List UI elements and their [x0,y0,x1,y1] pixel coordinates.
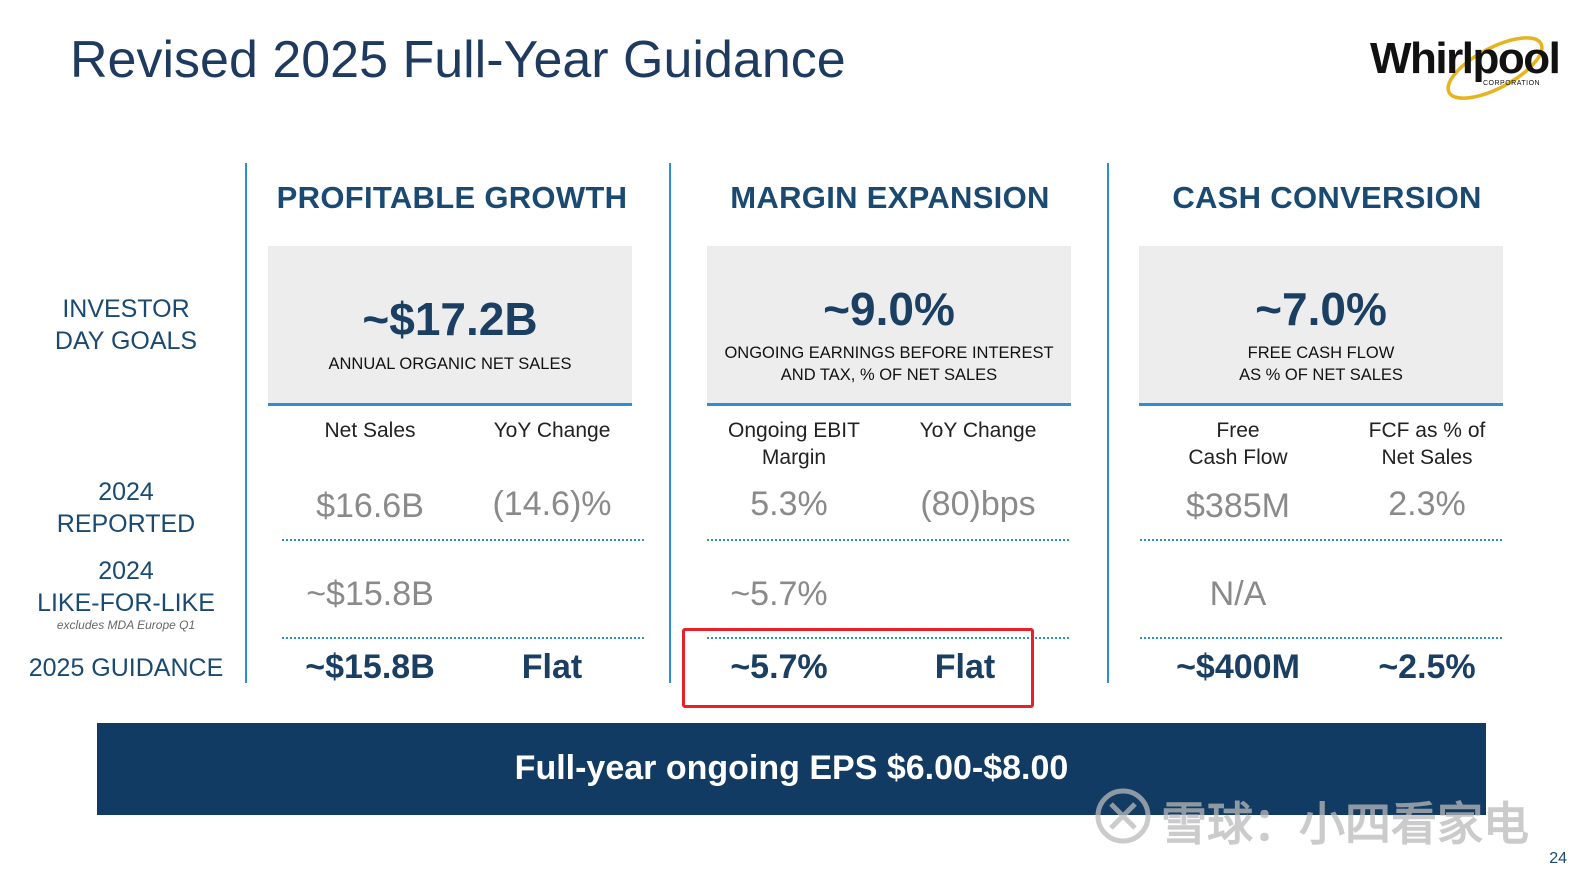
row-label-2024-like-for-like: 2024 LIKE-FOR-LIKE [37,557,215,617]
row-separator [282,539,644,541]
column-divider [669,163,671,683]
row-separator [282,637,644,639]
guidance-highlight-box [682,628,1034,708]
column-divider [1107,163,1109,683]
goal-description: ONGOING EARNINGS BEFORE INTEREST AND TAX… [724,344,1054,384]
net-sales-2024-like-for-like: ~$15.8B [306,575,434,613]
ebit-margin-2024-reported: 5.3% [750,485,828,523]
row-separator [707,637,1069,639]
column-subheading-yoy-change: YoY Change [919,419,1037,442]
row-separator [707,539,1069,541]
like-for-like-footnote: excludes MDA Europe Q1 [56,618,196,632]
eps-guidance-banner: Full-year ongoing EPS $6.00-$8.00 [97,723,1486,815]
logo-subtext: CORPORATION [1483,80,1541,87]
ebit-yoy-change-2024-reported: (80)bps [920,485,1036,523]
row-separator [1140,539,1502,541]
goal-value: ~7.0% [1255,283,1387,335]
column-heading-margin-expansion: MARGIN EXPANSION [730,180,1050,215]
goal-card-margin-expansion: ~9.0% ONGOING EARNINGS BEFORE INTEREST A… [707,246,1071,406]
column-heading-profitable-growth: PROFITABLE GROWTH [276,180,628,215]
watermark: 雪球：小四看家电 [1093,786,1533,850]
fcf-percent-2024-reported: 2.3% [1388,485,1466,523]
column-heading-cash-conversion: CASH CONVERSION [1172,180,1482,215]
watermark-text: 雪球：小四看家电 [1161,798,1529,850]
row-label-2025-guidance: 2025 GUIDANCE [28,654,224,682]
ebit-margin-2025-guidance: ~5.7% [730,648,828,686]
yoy-change-2024-reported: (14.6)% [492,485,612,523]
net-sales-2024-reported: $16.6B [316,487,424,525]
column-subheading-yoy-change: YoY Change [493,419,611,442]
logo-swoosh-icon [1446,36,1544,100]
whirlpool-logo: Whirlpool CORPORATION [1370,34,1561,104]
goal-value: ~$17.2B [362,293,538,345]
snowball-logo-icon [1095,788,1151,844]
goal-description: FREE CASH FLOW AS % OF NET SALES [1239,344,1403,384]
logo-wordmark: Whirlpool [1370,34,1561,83]
column-divider [245,163,247,683]
page-title: Revised 2025 Full-Year Guidance [70,31,846,89]
row-separator [1140,637,1502,639]
row-label-investor-day-goals: INVESTOR DAY GOALS [54,295,198,355]
free-cash-flow-2024-like-for-like: N/A [1209,575,1267,613]
goal-card-profitable-growth: ~$17.2B ANNUAL ORGANIC NET SALES [268,246,632,406]
free-cash-flow-2024-reported: $385M [1186,487,1290,525]
yoy-change-2025-guidance: Flat [521,648,583,686]
column-subheading-ongoing-ebit-margin: Ongoing EBIT Margin [728,419,860,469]
net-sales-2025-guidance: ~$15.8B [305,648,435,686]
column-subheading-fcf-percent: FCF as % of Net Sales [1368,419,1486,469]
column-subheading-net-sales: Net Sales [324,419,416,442]
goal-description: ANNUAL ORGANIC NET SALES [328,355,572,373]
goal-value: ~9.0% [823,283,955,335]
fcf-percent-2025-guidance: ~2.5% [1378,648,1476,686]
goal-card-cash-conversion: ~7.0% FREE CASH FLOW AS % OF NET SALES [1139,246,1503,406]
page-number: 24 [1549,850,1567,867]
free-cash-flow-2025-guidance: ~$400M [1176,648,1300,686]
eps-guidance-text: Full-year ongoing EPS $6.00-$8.00 [514,749,1069,787]
column-subheading-free-cash-flow: Free Cash Flow [1188,419,1288,469]
row-label-2024-reported: 2024 REPORTED [56,478,196,538]
ebit-margin-2024-like-for-like: ~5.7% [730,575,828,613]
ebit-yoy-change-2025-guidance: Flat [934,648,996,686]
